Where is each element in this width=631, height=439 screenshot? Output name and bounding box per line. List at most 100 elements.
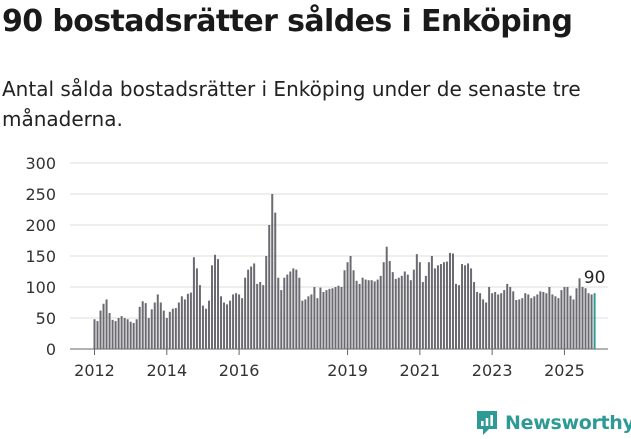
bar (563, 287, 566, 349)
bar (114, 321, 117, 349)
bar (512, 291, 515, 349)
bar (162, 310, 165, 349)
bar (590, 294, 593, 349)
chart-title: 90 bostadsrätter såldes i Enköping (2, 4, 573, 39)
bar (268, 225, 271, 349)
y-tick-label: 150 (25, 247, 56, 266)
bar (370, 280, 373, 349)
bar (207, 300, 210, 349)
bar (391, 272, 394, 349)
bar (388, 260, 391, 349)
latest-value-label: 90 (584, 268, 606, 288)
bar (467, 263, 470, 349)
bar (298, 277, 301, 349)
bar (301, 300, 304, 349)
bar (123, 318, 126, 349)
bar (578, 278, 581, 349)
bar (250, 266, 253, 349)
bar (135, 319, 138, 349)
bar (141, 301, 144, 349)
bar (247, 269, 250, 349)
x-tick-label: 2016 (219, 361, 260, 380)
y-axis-tick-labels: 0 50 100 150 200 250 300 (25, 154, 56, 359)
bar (406, 274, 409, 349)
newsworthy-logo-text: Newsworthy (505, 412, 631, 434)
bar (376, 279, 379, 349)
bar (539, 291, 542, 349)
bar (214, 254, 216, 349)
bar (551, 294, 554, 349)
bar (310, 294, 313, 349)
bar (334, 287, 337, 349)
bar (536, 294, 539, 349)
bar (518, 299, 521, 349)
bar (93, 319, 96, 349)
x-tick-label: 2021 (399, 361, 440, 380)
bar (304, 299, 307, 349)
bar (448, 252, 451, 349)
bar (358, 283, 361, 349)
bar (364, 279, 367, 349)
x-tick-label: 2019 (327, 361, 368, 380)
y-tick-label: 0 (46, 340, 56, 359)
bar (244, 277, 247, 349)
bar (394, 278, 397, 349)
bar (461, 264, 464, 349)
bar (126, 319, 129, 349)
bar (476, 291, 479, 349)
bar (352, 270, 355, 349)
bar (455, 283, 457, 349)
bar (138, 306, 141, 349)
bar (147, 318, 150, 349)
bar (150, 309, 153, 349)
bar (373, 281, 376, 349)
bar (223, 302, 226, 349)
bar (165, 318, 168, 349)
bar (195, 268, 198, 349)
bar (99, 310, 102, 349)
bar (433, 268, 436, 349)
bar (189, 292, 192, 349)
bar (572, 299, 575, 349)
bar (503, 290, 506, 349)
bar (400, 275, 403, 349)
bar (204, 308, 207, 349)
x-tick-label: 2014 (146, 361, 187, 380)
x-axis: 2012 2014 2016 2019 2021 2023 2025 (74, 349, 585, 380)
bar (313, 287, 316, 349)
bar (545, 293, 548, 349)
bar (319, 287, 322, 349)
y-tick-label: 50 (36, 309, 56, 328)
bar (117, 318, 120, 349)
bar (220, 296, 223, 349)
bar (569, 295, 572, 349)
bar (292, 268, 295, 349)
bar (286, 274, 289, 349)
bar (343, 270, 346, 349)
bar (274, 212, 277, 349)
bar (253, 263, 256, 349)
bar (524, 293, 527, 349)
bar (361, 277, 364, 349)
bar (174, 308, 177, 349)
bar (177, 302, 180, 349)
bar (533, 296, 536, 349)
bar (587, 293, 590, 349)
bar (159, 302, 162, 349)
bar (232, 294, 235, 349)
bar (271, 194, 274, 349)
bar (500, 293, 503, 349)
bar (289, 271, 292, 349)
bar (105, 299, 108, 349)
bar (367, 280, 370, 349)
bar (262, 285, 265, 349)
bar (235, 293, 238, 349)
bar (340, 287, 343, 349)
bar (201, 305, 204, 349)
bar (470, 268, 473, 349)
bar (210, 265, 213, 349)
bar (557, 298, 560, 349)
bar (473, 282, 476, 349)
bar (238, 294, 241, 349)
